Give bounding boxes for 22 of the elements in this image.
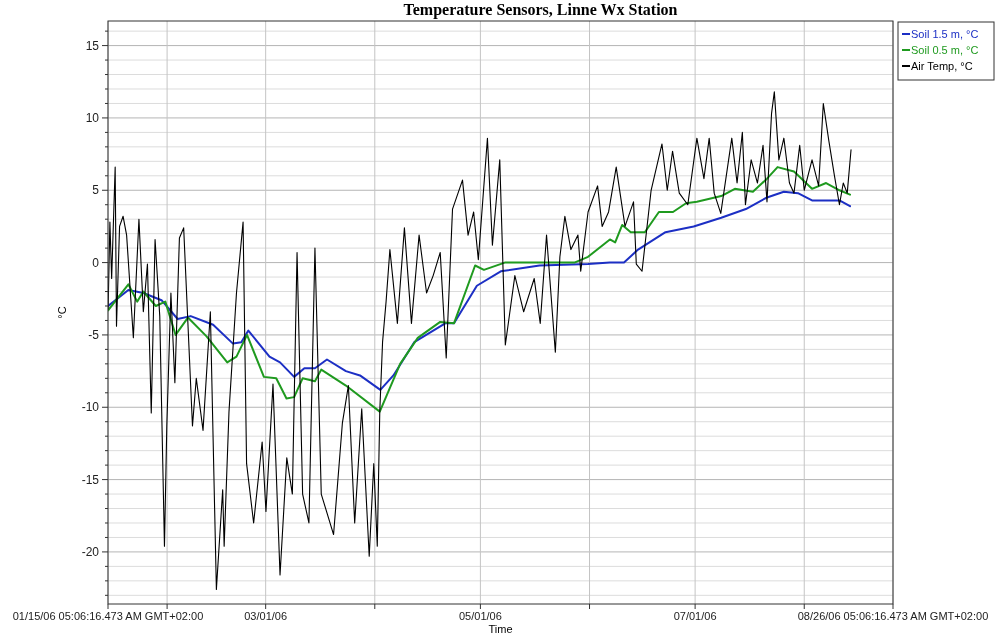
y-tick-label: -5: [88, 328, 100, 343]
x-tick-label: 07/01/06: [673, 610, 717, 622]
y-tick-label: 0: [92, 255, 100, 270]
line-series: [108, 166, 852, 413]
legend-label: Soil 1.5 m, °C: [911, 27, 979, 40]
legend-label: Soil 0.5 m, °C: [911, 43, 979, 56]
x-tick-label: 01/15/06 05:06:16.473 AM GMT+02:00: [12, 610, 204, 622]
y-tick-label: -20: [81, 545, 100, 560]
legend-label: Air Temp, °C: [911, 59, 973, 72]
line-series: [108, 190, 852, 391]
y-tick-label: 10: [85, 111, 100, 126]
y-tick-label: 5: [92, 183, 100, 198]
x-tick-label: 08/26/06 05:06:16.473 AM GMT+02:00: [797, 610, 989, 622]
y-tick-label: 15: [85, 38, 100, 53]
y-tick-label: -10: [81, 400, 100, 415]
chart-title: Temperature Sensors, Linne Wx Station: [403, 1, 678, 19]
x-tick-label: 03/01/06: [244, 610, 288, 622]
y-tick-label: -15: [81, 472, 100, 487]
x-axis-title: Time: [488, 623, 513, 635]
x-tick-label: 05/01/06: [458, 610, 502, 622]
line-series: [108, 91, 852, 591]
y-axis-title: °C: [56, 306, 68, 319]
